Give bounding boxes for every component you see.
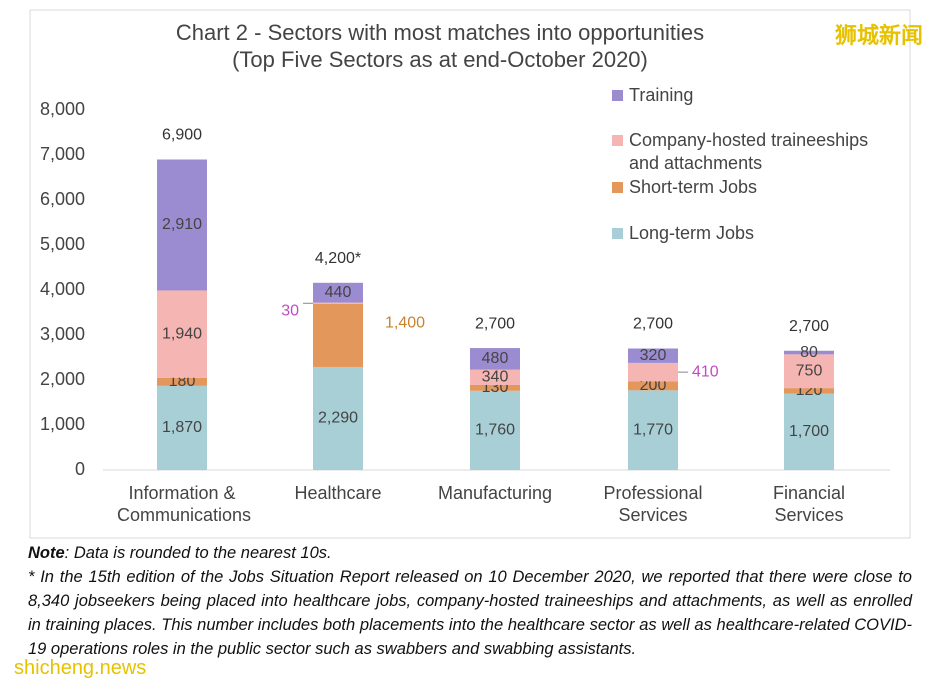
total-label: 2,700	[633, 316, 673, 333]
bar-segment	[157, 290, 207, 378]
data-label: 320	[640, 347, 667, 364]
y-tick-label: 1,000	[40, 414, 85, 434]
data-label: 1,940	[162, 325, 202, 342]
y-tick-label: 6,000	[40, 189, 85, 209]
data-label: 30	[281, 302, 299, 319]
note-text: : Data is rounded to the nearest 10s.	[64, 544, 332, 562]
watermark: shicheng.news	[14, 657, 147, 679]
data-label: 750	[796, 362, 823, 379]
legend-label: Company-hosted traineeships and attachme…	[629, 130, 869, 173]
y-tick-label: 4,000	[40, 279, 85, 299]
bar-segment	[470, 348, 520, 370]
data-label: 1,870	[162, 419, 202, 436]
data-label: 1,700	[789, 423, 829, 440]
x-tick-label: Information & Communications	[117, 483, 252, 525]
data-label: 2,910	[162, 216, 202, 233]
total-label: 2,700	[475, 315, 515, 332]
data-label: 1,770	[633, 421, 673, 438]
bar-segment	[628, 390, 678, 470]
legend-item: Long-term Jobs	[612, 222, 899, 245]
bar-segment	[313, 366, 363, 470]
x-tick-label: Manufacturing	[437, 483, 553, 503]
data-label: 1,400	[385, 315, 425, 332]
bar-segment	[784, 393, 834, 470]
data-label: 80	[800, 344, 818, 361]
legend-swatch	[612, 90, 623, 101]
note-label: Note	[28, 544, 65, 562]
bar-segment	[313, 303, 363, 367]
chart-subtitle: (Top Five Sectors as at end-October 2020…	[232, 47, 648, 72]
bar-segment	[470, 384, 520, 391]
bar-segment	[313, 282, 363, 303]
footnote: * In the 15th edition of the Jobs Situat…	[28, 568, 912, 658]
total-label: 4,200*	[315, 250, 361, 267]
data-label: 480	[482, 350, 509, 367]
legend-item: Training	[612, 84, 899, 107]
bar-segment	[157, 377, 207, 386]
legend-item: Company-hosted traineeships and attachme…	[612, 129, 899, 175]
legend-label: Long-term Jobs	[629, 223, 755, 243]
legend-swatch	[612, 135, 623, 146]
bar-segment	[628, 381, 678, 391]
x-tick-label: Financial Services	[772, 483, 846, 525]
bar-segment	[628, 362, 678, 382]
bar-segment	[784, 388, 834, 394]
legend-item: Short-term Jobs	[612, 176, 899, 199]
bar-segment	[470, 390, 520, 470]
bar-segment	[784, 350, 834, 355]
bar-segment	[313, 302, 363, 304]
data-label: 410	[692, 363, 719, 380]
bar-segment	[628, 348, 678, 363]
bar-segment	[157, 159, 207, 291]
legend-label: Training	[629, 85, 694, 105]
x-tick-label: Healthcare	[294, 483, 382, 503]
chart-title: Chart 2 - Sectors with most matches into…	[175, 20, 705, 45]
total-label: 2,700	[789, 318, 829, 335]
data-label: 440	[325, 284, 352, 301]
notes: Note: Data is rounded to the nearest 10s…	[28, 541, 912, 661]
bar-segment	[784, 354, 834, 389]
bar-segment	[470, 369, 520, 385]
legend-swatch	[612, 228, 623, 239]
watermark: 狮城新闻	[834, 23, 923, 48]
legend-swatch	[612, 182, 623, 193]
data-label: 340	[482, 369, 509, 386]
y-tick-label: 5,000	[40, 234, 85, 254]
y-tick-label: 7,000	[40, 144, 85, 164]
note: Note: Data is rounded to the nearest 10s…	[28, 541, 912, 565]
chart: 0 1,000 2,000 3,000 4,000 5,000 6,000 7,000 8,00…	[29, 9, 911, 539]
bar-segment	[157, 385, 207, 470]
y-tick-label: 2,000	[40, 369, 85, 389]
data-label: 2,290	[318, 410, 358, 427]
total-label: 6,900	[162, 127, 202, 144]
y-tick-label: 3,000	[40, 324, 85, 344]
y-tick-label: 8,000	[40, 99, 85, 119]
legend-label: Short-term Jobs	[629, 177, 758, 197]
x-tick-label: Professional Services	[603, 483, 703, 525]
data-label: 1,760	[475, 422, 515, 439]
y-tick-label: 0	[75, 459, 85, 479]
